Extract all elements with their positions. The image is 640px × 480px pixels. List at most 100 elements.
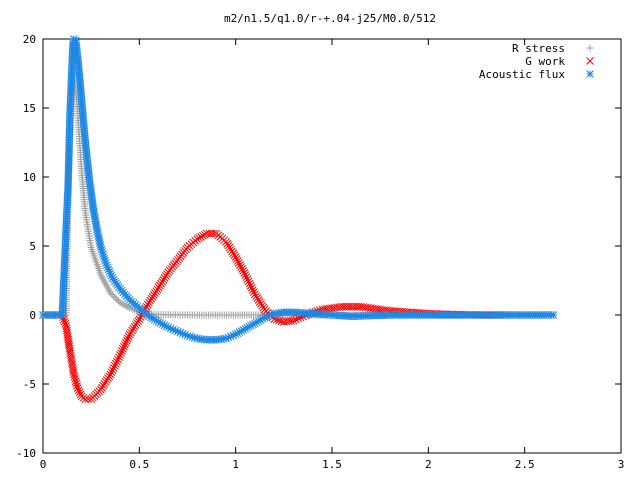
data-point [121,340,129,349]
data-point [67,354,75,362]
series-layer [39,35,558,404]
x-tick-label: 1 [232,458,239,471]
legend-marker-r-stress [586,44,594,52]
data-point [248,286,257,294]
data-point [247,284,256,292]
data-point [245,279,254,288]
x-tick-label: 0 [40,458,47,471]
data-point [232,255,241,263]
data-point [109,364,118,372]
data-point [106,289,114,297]
data-point [106,370,115,379]
data-point [108,291,116,299]
data-point [292,315,300,324]
legend-marker [586,57,594,65]
x-tick-label: 2.5 [515,458,535,471]
data-point [289,316,298,325]
data-point [113,295,121,303]
data-point [549,311,558,319]
data-point [66,349,75,358]
data-point [241,271,250,279]
data-point [111,294,119,302]
data-point [210,229,218,238]
data-point [244,277,253,286]
data-point [120,342,128,351]
x-tick-label: 3 [618,458,625,471]
data-point [231,253,240,261]
data-point [119,344,127,353]
data-point [110,361,119,370]
y-tick-label: 10 [23,171,36,184]
data-point [74,386,83,395]
y-tick-label: 20 [23,33,36,46]
data-point [69,368,78,376]
chart-title: m2/n1.5/q1.0/r-+.04-j25/M0.0/512 [224,12,436,25]
legend-marker [586,44,594,52]
data-point [236,261,244,269]
data-point [71,375,79,383]
data-point [67,356,76,365]
data-point [243,275,252,284]
data-point [242,273,251,281]
data-point [123,334,132,343]
y-tick-label: -5 [23,378,36,391]
data-point [117,349,125,357]
x-tick-label: 1.5 [322,458,342,471]
data-point [68,363,77,372]
data-point [199,231,207,240]
data-point [84,395,93,404]
data-point [115,353,123,362]
y-tick-label: 0 [29,309,36,322]
data-point [200,230,209,239]
data-point [61,319,70,328]
data-point [124,332,133,341]
data-point [118,347,126,355]
data-point [60,317,69,326]
plot-frame [42,38,622,454]
data-point [114,297,122,305]
series-acoustic-flux [39,35,558,344]
data-point [143,300,152,309]
data-point [110,292,118,300]
data-point [135,315,144,323]
data-point [70,372,79,381]
x-tick-label: 0.5 [129,458,149,471]
data-point [142,302,151,311]
data-point [66,351,75,360]
legend-label-acoustic-flux: Acoustic flux [479,68,565,81]
data-point [66,347,74,355]
data-point [195,234,203,242]
legend: R stress G work Acoustic flux [479,42,594,81]
data-point [114,355,122,364]
data-point [75,388,84,397]
data-point [69,370,78,379]
series-r-stress [39,74,509,319]
legend-marker [586,70,594,78]
data-point [72,379,81,388]
data-point [108,366,117,374]
data-point [73,384,82,392]
data-point [240,269,249,277]
data-point [122,336,131,345]
data-point [237,263,245,271]
data-point [81,395,90,404]
y-tick-label: 15 [23,102,36,115]
data-point [197,233,205,241]
data-point [116,351,124,359]
y-tick-label: 5 [29,240,36,253]
data-point [239,267,248,275]
legend-marker-acoustic-flux [586,70,594,78]
data-point [235,259,243,267]
data-point [246,281,255,290]
legend-label-r-stress: R stress [512,42,565,55]
legend-label-g-work: G work [525,55,565,68]
data-point [121,338,130,347]
data-point [71,377,80,386]
data-point [193,235,201,243]
data-point [107,368,116,377]
data-point [73,381,81,390]
data-point [69,365,77,374]
data-point [250,288,258,297]
data-point [233,257,242,265]
